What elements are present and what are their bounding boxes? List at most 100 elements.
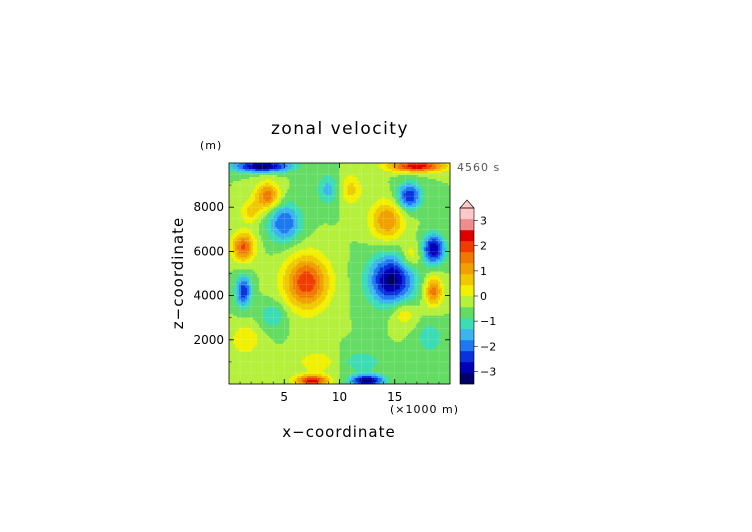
field-cell [357,175,360,178]
field-cell [359,217,362,220]
field-cell [379,249,382,252]
field-cell [355,243,358,246]
field-cell [331,221,334,224]
field-cell [245,219,248,222]
field-cell [411,175,415,178]
field-cell [399,233,403,236]
field-cell [421,241,425,244]
field-cell [411,227,415,230]
field-cell [281,169,284,172]
field-cell [403,241,407,244]
field-cell [379,207,382,210]
field-cell [233,229,236,232]
field-cell [229,219,232,222]
field-cell [235,207,238,210]
field-cell [365,199,368,202]
field-cell [303,221,306,224]
field-cell [289,211,292,214]
field-cell [295,217,298,220]
field-cell [447,201,451,204]
field-cell [323,231,326,234]
field-cell [361,209,364,212]
field-cell [335,219,338,222]
field-cell [413,237,417,240]
field-cell [405,229,409,232]
field-cell [415,229,419,232]
field-cell [313,243,316,246]
field-cell [355,203,358,206]
field-cell [325,249,328,252]
field-cell [269,195,272,198]
field-cell [429,195,433,198]
field-cell [367,197,370,200]
field-cell [235,185,238,188]
field-cell [243,165,246,168]
field-cell [301,165,304,168]
field-cell [369,235,372,238]
field-cell [363,195,366,198]
field-cell [389,233,393,236]
field-cell [435,181,439,184]
field-cell [277,165,280,168]
field-cell [267,195,270,198]
field-cell [325,229,328,232]
field-cell [283,251,286,254]
field-cell [249,205,252,208]
field-cell [305,163,308,166]
field-cell [363,201,366,204]
field-cell [381,251,384,254]
field-cell [357,185,360,188]
field-cell [397,195,401,198]
field-cell [243,191,246,194]
field-cell [259,215,262,218]
field-cell [323,167,326,170]
field-cell [251,203,254,206]
field-cell [301,191,304,194]
field-cell [415,249,419,252]
field-cell [235,213,238,216]
field-cell [257,199,260,202]
field-cell [249,219,252,222]
field-cell [311,239,314,242]
field-cell [363,181,366,184]
field-cell [365,223,368,226]
field-cell [447,227,451,230]
field-cell [295,235,298,238]
field-cell [371,225,374,228]
field-cell [333,195,336,198]
field-cell [283,191,286,194]
field-cell [311,215,314,218]
field-cell [417,235,421,238]
field-cell [325,189,328,192]
field-cell [325,193,328,196]
field-cell [235,245,238,248]
field-cell [273,167,276,170]
field-cell [365,243,368,246]
field-cell [437,211,441,214]
field-cell [355,219,358,222]
field-cell [411,195,415,198]
field-cell [239,241,242,244]
field-cell [417,249,421,252]
field-cell [279,207,282,210]
field-cell [335,171,338,174]
field-cell [313,197,316,200]
field-cell [333,201,336,204]
field-cell [231,249,234,252]
field-cell [297,171,300,174]
field-cell [255,201,258,204]
field-cell [363,207,366,210]
field-cell [337,175,340,178]
field-cell [435,235,439,238]
field-cell [275,163,278,166]
field-cell [253,227,256,230]
field-cell [407,197,411,200]
field-cell [319,167,322,170]
field-cell [235,235,238,238]
field-cell [359,241,362,244]
field-cell [313,217,316,220]
field-cell [303,215,306,218]
field-cell [245,205,248,208]
field-cell [403,243,407,246]
field-cell [445,213,449,216]
